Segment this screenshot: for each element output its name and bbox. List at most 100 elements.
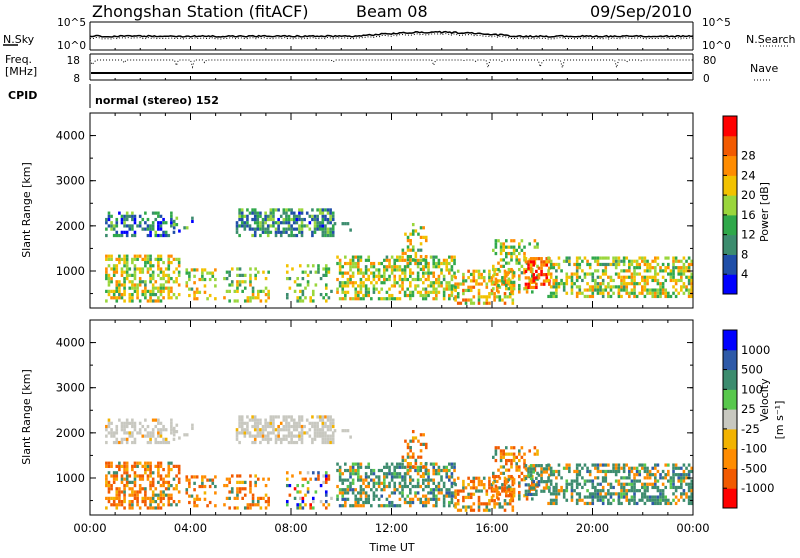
velocity-cell	[329, 415, 332, 419]
power-cell	[318, 227, 322, 231]
velocity-cell	[146, 477, 150, 481]
power-cell	[125, 230, 129, 234]
power-cell	[251, 292, 255, 297]
power-cell	[529, 260, 533, 264]
power-cell	[529, 266, 533, 270]
power-cell	[424, 277, 428, 282]
power-cell	[591, 291, 595, 295]
velocity-cell	[240, 428, 244, 432]
velocity-cell	[190, 475, 194, 479]
power-cell	[432, 290, 436, 294]
power-cell	[346, 277, 350, 282]
power-cell	[201, 268, 204, 272]
velocity-cell	[296, 483, 299, 488]
velocity-cell	[351, 488, 355, 492]
velocity-cell	[285, 424, 288, 429]
velocity-cell	[682, 489, 686, 493]
velocity-cell	[383, 472, 386, 476]
power-cell	[453, 255, 456, 259]
power-cell	[472, 295, 476, 299]
power-cell	[149, 260, 152, 265]
power-cell	[448, 284, 451, 288]
power-cell	[687, 294, 691, 299]
velocity-cell	[248, 418, 252, 422]
power-cell	[635, 259, 639, 263]
power-cell	[131, 214, 134, 218]
velocity-cell	[175, 464, 178, 468]
velocity-cell	[287, 434, 291, 438]
velocity-cell	[604, 469, 608, 474]
power-cell	[540, 260, 543, 264]
velocity-cell	[469, 495, 473, 500]
power-cell	[586, 272, 589, 276]
power-cell	[494, 242, 498, 246]
velocity-cell	[512, 446, 516, 450]
power-cell	[131, 286, 134, 290]
velocity-cell	[406, 455, 410, 459]
velocity-cell	[300, 424, 304, 429]
power-cell	[203, 277, 207, 282]
power-cell	[536, 245, 539, 249]
velocity-cell	[685, 473, 688, 477]
power-cell	[172, 270, 176, 274]
velocity-cell	[677, 485, 681, 490]
velocity-cell	[630, 479, 634, 483]
velocity-cell	[144, 499, 147, 504]
velocity-cell	[329, 440, 332, 445]
velocity-cell	[586, 489, 589, 493]
power-cell	[120, 221, 124, 225]
velocity-cell	[290, 434, 293, 438]
velocity-cell	[442, 504, 446, 508]
power-cell	[393, 277, 397, 282]
velocity-cell	[285, 418, 288, 422]
power-cell	[249, 296, 252, 300]
velocity-cell	[575, 463, 579, 467]
velocity-cell	[453, 468, 456, 473]
velocity-cell	[607, 469, 610, 474]
velocity-cell	[225, 477, 229, 481]
velocity-cell	[228, 496, 231, 500]
nsky-tick-high: 10^5	[57, 17, 86, 29]
velocity-cell	[105, 506, 108, 510]
velocity-cell	[159, 431, 163, 435]
power-cell	[424, 265, 428, 269]
power-cell	[401, 277, 404, 282]
power-cell	[401, 255, 404, 259]
power-cell	[326, 221, 330, 225]
velocity-cell	[240, 421, 244, 425]
power-cell	[548, 266, 551, 270]
power-cell	[416, 265, 420, 269]
velocity-cell	[123, 496, 126, 500]
power-cell	[377, 268, 381, 272]
velocity-cell	[523, 462, 526, 466]
velocity-cell	[617, 469, 621, 474]
velocity-cell	[498, 492, 502, 496]
velocity-cell	[685, 492, 688, 496]
power-cell	[304, 286, 307, 290]
power-cell	[656, 272, 660, 276]
velocity-cell	[149, 434, 152, 438]
power-cell	[336, 287, 339, 291]
velocity-cell	[240, 418, 244, 422]
velocity-cell	[440, 475, 443, 479]
y-tick-label: 3000	[56, 174, 85, 188]
velocity-cell	[672, 498, 675, 502]
velocity-cell	[285, 477, 289, 481]
velocity-cell	[327, 503, 331, 507]
velocity-cell	[279, 421, 283, 425]
power-cell	[520, 248, 524, 252]
power-cell	[235, 227, 239, 231]
velocity-cell	[557, 492, 561, 496]
power-cell	[123, 283, 126, 287]
velocity-cell	[364, 478, 368, 482]
power-cell	[157, 299, 160, 303]
nsearch-tick-low: 10^0	[702, 40, 731, 52]
power-cell	[282, 208, 286, 212]
power-cell	[424, 235, 428, 239]
velocity-cell	[269, 424, 273, 429]
power-cell	[318, 211, 322, 215]
velocity-cell	[523, 494, 526, 498]
velocity-cell	[680, 485, 683, 490]
power-cell	[144, 292, 147, 297]
power-cell	[442, 290, 446, 294]
